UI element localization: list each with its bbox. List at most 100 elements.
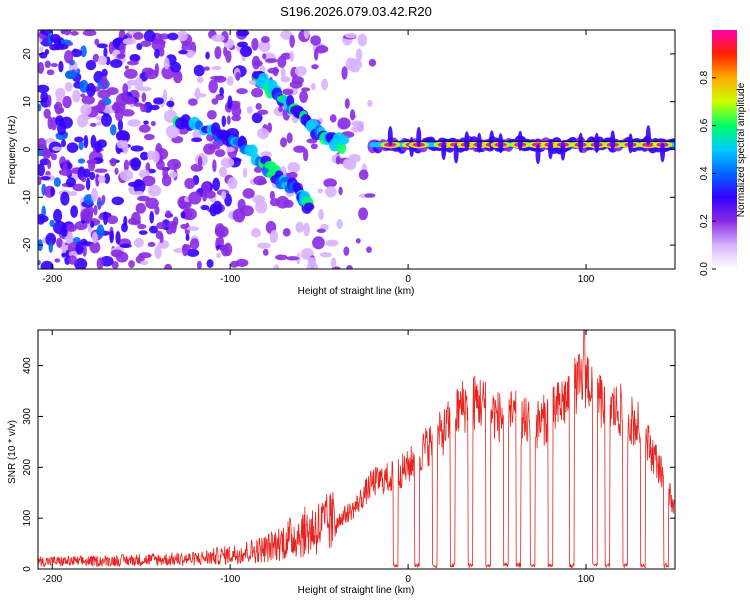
spectrogram-cell <box>224 193 232 207</box>
spectrogram-cell <box>318 208 324 221</box>
spectrogram-y-axis-label: Frequency (Hz) <box>7 116 18 185</box>
spectrogram-cell <box>39 215 49 223</box>
spectrogram-cell <box>74 220 88 231</box>
spectrogram-cell <box>122 83 129 95</box>
spectrogram-cell <box>186 226 200 231</box>
spectrogram-cell <box>114 167 119 175</box>
spectrogram-cell <box>240 45 253 58</box>
spectrogram-cell <box>56 237 63 248</box>
spectrogram-cell <box>269 190 275 201</box>
spectrogram-cell <box>60 224 68 238</box>
spectrogram-cell <box>154 63 160 77</box>
spectrogram-cell <box>330 257 337 268</box>
spectrogram-cell <box>128 181 141 187</box>
spectrogram-cell <box>182 244 192 251</box>
snr-ytick-label: 300 <box>22 408 33 425</box>
spectrogram-cell <box>38 137 47 152</box>
spectrogram-cell <box>140 104 147 113</box>
spectrogram-cell <box>273 264 280 269</box>
spectrogram-cell <box>70 31 79 36</box>
spectrogram-cell <box>180 223 189 230</box>
spectrogram-cell <box>109 157 117 167</box>
spectrogram-cell <box>267 122 273 133</box>
spectrogram-cell <box>103 47 108 58</box>
spectrogram-cell <box>227 177 238 190</box>
spectrogram-cell <box>65 177 77 188</box>
spectrogram-cell <box>94 140 102 153</box>
spectrogram-cell <box>123 159 129 172</box>
spectrogram-cell <box>58 107 65 114</box>
spectrogram-cell <box>90 220 95 229</box>
spectrogram-cell <box>295 221 304 233</box>
spectrogram-cell <box>111 102 126 113</box>
snr-y-axis-label: SNR (10 * v/v) <box>7 420 18 484</box>
spectrogram-cell <box>350 125 365 133</box>
spectrogram-cell <box>58 168 73 176</box>
spectrogram-cell <box>660 142 666 163</box>
spectrogram-cell <box>178 50 188 55</box>
spectrogram-cell <box>38 61 45 74</box>
spectrogram-cell <box>62 95 72 109</box>
snr-background <box>38 330 675 569</box>
spectrogram-cell <box>277 55 287 68</box>
spectrogram-cell <box>312 236 325 250</box>
spectrogram-cell <box>214 149 226 157</box>
spectrogram-cell <box>72 183 85 192</box>
spectrogram-cell <box>289 34 295 48</box>
spectrogram-cell <box>251 87 264 98</box>
spectrogram-cell <box>50 33 61 43</box>
spectrogram-cell <box>58 39 72 45</box>
spectrogram-cell <box>80 45 87 58</box>
spectrogram-cell <box>262 53 267 60</box>
spectrogram-cell <box>547 139 553 160</box>
spectrogram-cell <box>62 162 68 170</box>
spectrogram-cell <box>123 215 128 227</box>
spectrogram-cell <box>149 210 155 224</box>
spectrogram-cell <box>209 203 218 217</box>
spectrogram-cell <box>44 49 50 55</box>
spectrogram-cell <box>124 96 136 105</box>
spectrogram-cell <box>75 241 84 255</box>
spectrogram-cell <box>594 132 600 153</box>
spectrogram-cell <box>55 115 64 126</box>
spectrogram-cell <box>128 260 135 268</box>
spectrogram-cell <box>203 66 210 71</box>
spectrogram-cell <box>221 115 227 128</box>
spectrogram-cell <box>147 150 156 160</box>
spectrogram-cell <box>152 97 164 105</box>
spectrogram-cell <box>60 191 70 206</box>
spectrogram-cell <box>337 135 350 145</box>
spectrogram-cell <box>143 133 155 141</box>
spectrogram-cell <box>289 80 303 89</box>
spectrogram-cell <box>310 35 321 46</box>
spectrogram-cell <box>137 195 150 202</box>
spectrogram-cell <box>168 171 178 179</box>
spectrogram-cell <box>111 196 124 206</box>
spectrogram-xtick-label: -200 <box>42 274 62 285</box>
spectrogram-cell <box>83 135 89 149</box>
spectrogram-cell <box>255 103 262 110</box>
spectrogram-cell <box>101 194 106 204</box>
spectrogram-cell <box>50 186 55 197</box>
spectrogram-cell <box>303 30 310 39</box>
spectrogram-cell <box>610 130 616 151</box>
spectrogram-cell <box>90 134 97 149</box>
colorbar-gradient <box>712 30 737 269</box>
spectrogram-cell <box>167 158 182 170</box>
spectrogram-cell <box>220 157 235 168</box>
spectrogram-cell <box>47 116 53 130</box>
spectrogram-cell <box>140 40 152 47</box>
spectrogram-cell <box>310 143 318 150</box>
snr-frame <box>37 329 676 570</box>
colorbar-label: Normalized spectral amplitude <box>736 82 747 217</box>
spectrogram-cell <box>64 70 76 80</box>
spectrogram-cell <box>255 200 268 214</box>
spectrogram-cell <box>102 211 108 226</box>
spectrogram-cell <box>645 125 651 146</box>
spectrogram-cell <box>489 130 495 151</box>
spectrogram-cell <box>49 219 55 228</box>
spectrogram-cell <box>96 201 104 206</box>
spectrogram-cell <box>343 246 350 256</box>
spectrogram-cell <box>270 237 275 243</box>
